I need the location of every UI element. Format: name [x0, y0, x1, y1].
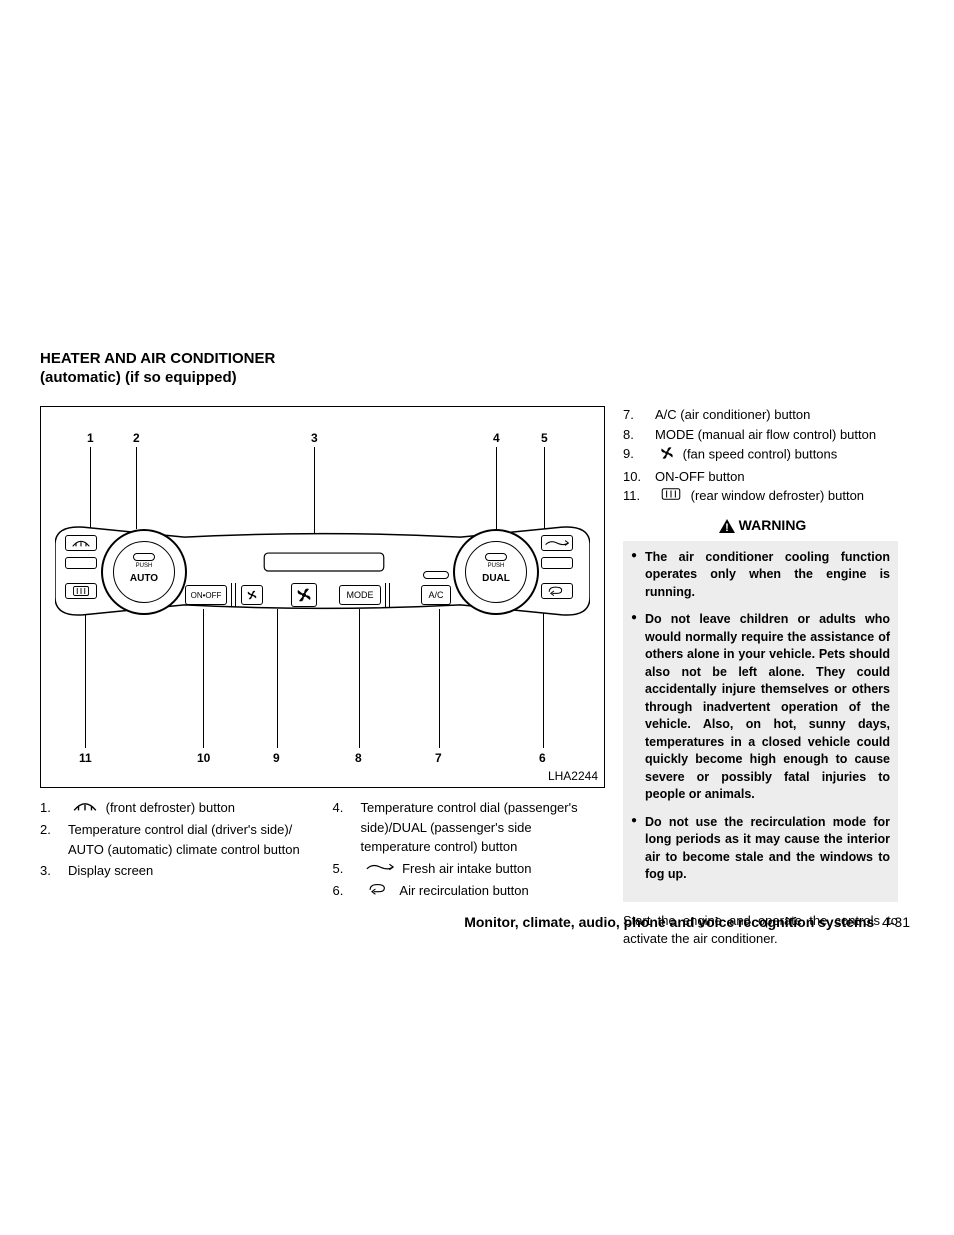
- rear-defrost-button: [65, 583, 97, 599]
- left-indicator: [65, 557, 97, 569]
- recirc-button: [541, 583, 573, 599]
- legend-item: 9. (fan speed control) buttons: [623, 445, 898, 466]
- legend-item: 4.Temperature control dial (passenger's …: [333, 798, 606, 857]
- diagram-code: LHA2244: [548, 769, 598, 783]
- ac-indicator: [423, 571, 449, 579]
- warning-header: !WARNING: [623, 516, 898, 535]
- fresh-air-button: [541, 535, 573, 551]
- dial-push-label: PUSH: [103, 563, 185, 569]
- onoff-button: ON•OFF: [185, 585, 227, 605]
- legend-item: 1. (front defroster) button: [40, 798, 313, 818]
- callout-10: 10: [197, 751, 210, 765]
- legend-item: 6. Air recirculation button: [333, 881, 606, 903]
- legend-right: 7.A/C (air conditioner) button 8.MODE (ma…: [623, 406, 898, 506]
- callout-5: 5: [541, 431, 548, 445]
- callout-3: 3: [311, 431, 318, 445]
- ac-button: A/C: [421, 585, 451, 605]
- warning-item: Do not leave children or adults who woul…: [631, 611, 890, 804]
- section-title: HEATER AND AIR CONDITIONER: [40, 350, 914, 367]
- passenger-temp-dial: PUSH DUAL: [453, 529, 539, 615]
- dial-push-label: PUSH: [455, 563, 537, 569]
- legend-item: 10.ON-OFF button: [623, 468, 898, 486]
- section-subtitle: (automatic) (if so equipped): [40, 369, 914, 386]
- fresh-air-icon: [365, 859, 395, 879]
- defrost-rear-icon: [659, 487, 683, 506]
- front-defrost-button: [65, 535, 97, 551]
- legend-item: 11. (rear window defroster) button: [623, 487, 898, 506]
- callout-2: 2: [133, 431, 140, 445]
- fan-up-button: [291, 583, 317, 607]
- legend: 1. (front defroster) button2.Temperature…: [40, 798, 605, 904]
- warning-box: The air conditioner cooling function ope…: [623, 541, 898, 902]
- right-indicator: [541, 557, 573, 569]
- legend-item: 3.Display screen: [40, 861, 313, 881]
- callout-7: 7: [435, 751, 442, 765]
- dial-auto-label: AUTO: [103, 573, 185, 584]
- warning-item: Do not use the recirculation mode for lo…: [631, 814, 890, 884]
- driver-temp-dial: PUSH AUTO: [101, 529, 187, 615]
- warning-item: The air conditioner cooling function ope…: [631, 549, 890, 602]
- legend-item: 2.Temperature control dial (driver's sid…: [40, 820, 313, 859]
- svg-text:!: !: [725, 522, 729, 533]
- dial-dual-label: DUAL: [455, 573, 537, 584]
- callout-4: 4: [493, 431, 500, 445]
- recirc-icon: [365, 881, 393, 903]
- callout-1: 1: [87, 431, 94, 445]
- fan-down-button: [241, 585, 263, 605]
- legend-item: 7.A/C (air conditioner) button: [623, 406, 898, 424]
- callout-11: 11: [79, 751, 92, 765]
- legend-item: 8.MODE (manual air flow control) button: [623, 426, 898, 444]
- climate-diagram: 1 2 3 4 5 11 10 9 8 7 6: [40, 406, 605, 788]
- callout-8: 8: [355, 751, 362, 765]
- legend-item: 5. Fresh air intake button: [333, 859, 606, 879]
- mode-button: MODE: [339, 585, 381, 605]
- callout-9: 9: [273, 751, 280, 765]
- fan-icon: [659, 445, 675, 466]
- callout-6: 6: [539, 751, 546, 765]
- defrost-front-icon: [72, 799, 98, 819]
- page-footer: Monitor, climate, audio, phone and voice…: [464, 914, 910, 930]
